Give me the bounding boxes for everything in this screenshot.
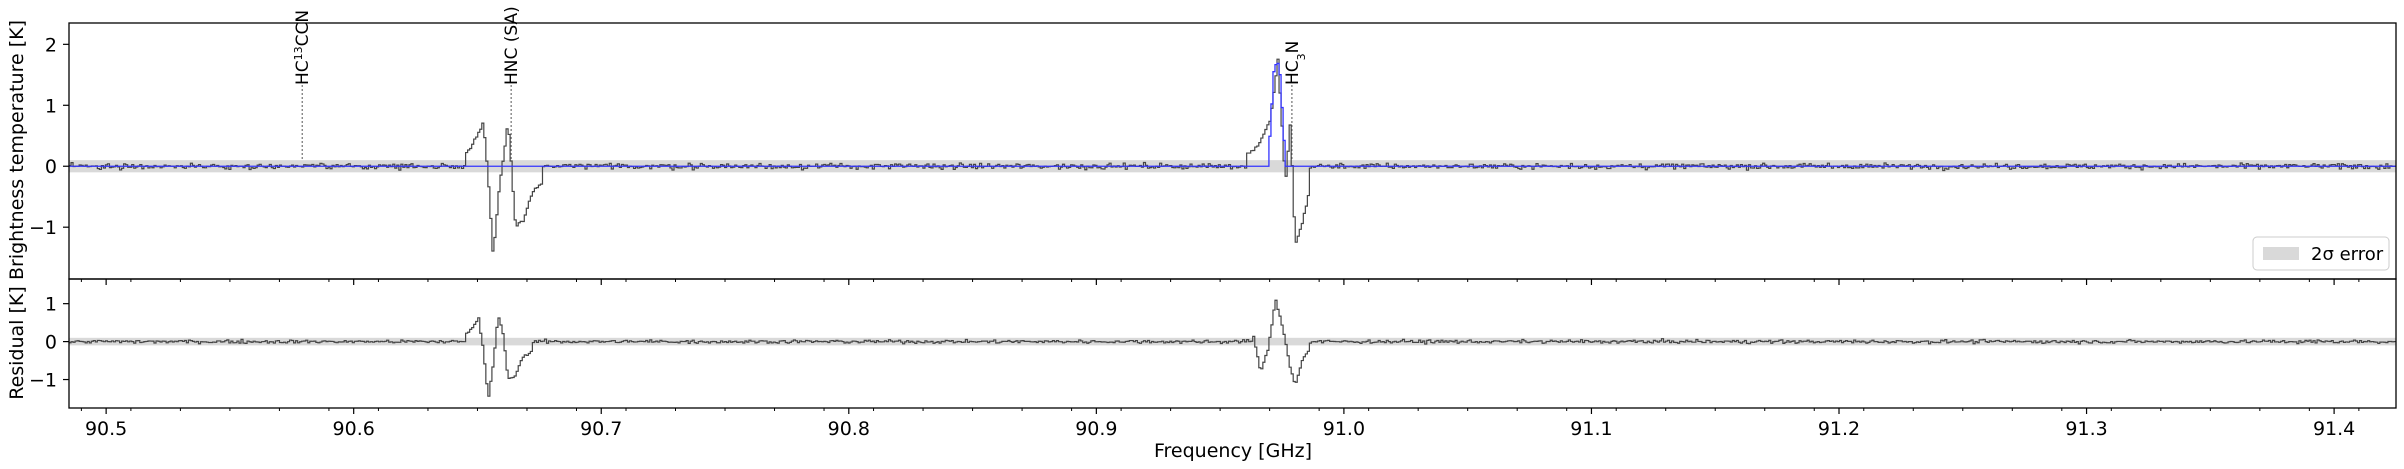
x-tick-label: 91.1 — [1570, 418, 1612, 440]
x-tick-label: 91.3 — [2065, 418, 2107, 440]
x-tick-label: 90.7 — [580, 418, 622, 440]
model-spectrum-line — [69, 62, 2396, 167]
legend-label: 2σ error — [2311, 244, 2384, 265]
y-tick-label: 2 — [45, 34, 57, 56]
x-axis-label: Frequency [GHz] — [1154, 440, 1312, 462]
y-tick-label: 1 — [45, 95, 57, 117]
residual-spectrum-line — [69, 299, 2396, 397]
y-tick-label: 1 — [45, 294, 57, 316]
observed-spectrum-line — [69, 58, 2396, 252]
residual-panel: −1 0 1 90.5 90.6 90.7 90.8 90.9 91.0 91.1 91.2 91.3… — [29, 278, 2397, 440]
legend-swatch — [2263, 247, 2299, 260]
main-panel: −1 0 1 2 HC13CCN HNC (SA) HC3N 2σ error — [29, 6, 2397, 285]
x-tick-label: 91.4 — [2313, 418, 2355, 440]
y-tick-label: −1 — [29, 217, 57, 239]
axes-frame — [68, 22, 2397, 280]
x-tick-label: 91.2 — [1818, 418, 1860, 440]
y-tick-label: −1 — [29, 370, 57, 392]
y-tick-label: 0 — [45, 156, 57, 178]
line-label: HC3N — [1283, 41, 1308, 85]
x-tick-label: 90.5 — [85, 418, 127, 440]
axes-frame — [68, 278, 2397, 409]
legend-box — [2252, 236, 2390, 271]
residual-y-axis-label: Residual [K] — [6, 286, 28, 400]
main-y-axis-label: Brightness temperature [K] — [6, 20, 28, 280]
x-tick-label: 90.9 — [1075, 418, 1117, 440]
x-tick-label: 90.6 — [333, 418, 375, 440]
x-tick-label: 90.8 — [828, 418, 870, 440]
line-label: HNC (SA) — [502, 6, 522, 85]
x-tick-label: 91.0 — [1323, 418, 1365, 440]
line-label: HC13CCN — [292, 10, 314, 85]
y-tick-label: 0 — [45, 332, 57, 354]
